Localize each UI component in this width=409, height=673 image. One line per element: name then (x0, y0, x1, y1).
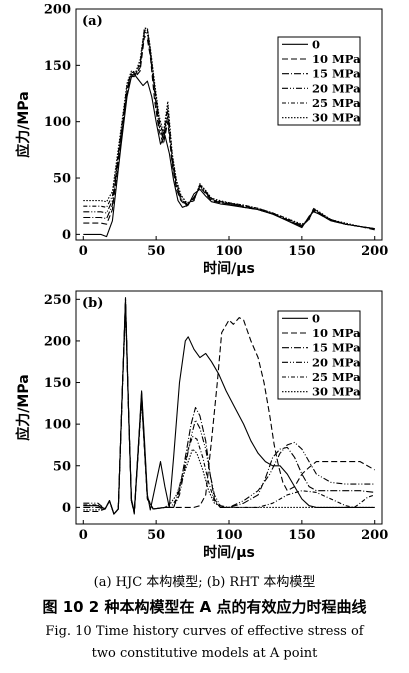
y-tick-label: 0 (62, 228, 71, 243)
x-tick-label: 0 (79, 528, 88, 543)
y-tick-label: 0 (62, 501, 71, 516)
series-line-5 (83, 307, 375, 515)
y-tick-label: 100 (44, 418, 71, 433)
y-tick-label: 150 (44, 376, 71, 391)
y-axis-label: 应力/MPa (15, 374, 32, 440)
x-tick-label: 150 (288, 244, 315, 259)
figure-canvas: 0 50 100 150 200050100150200时间/μs应力/MPa(a)01… (15, 3, 388, 562)
x-tick-label: 150 (288, 528, 315, 543)
y-tick-label: 150 (44, 59, 71, 74)
y-tick-label: 100 (44, 115, 71, 130)
legend-label: 0 (312, 311, 320, 325)
legend-label: 20 MPa (312, 355, 361, 369)
y-tick-label: 200 (44, 334, 71, 349)
y-tick-label: 200 (44, 3, 71, 18)
x-tick-label: 100 (215, 528, 242, 543)
legend-label: 10 MPa (312, 52, 361, 66)
x-tick-label: 100 (215, 244, 242, 259)
x-tick-label: 200 (361, 244, 388, 259)
y-tick-label: 50 (53, 459, 71, 474)
y-axis-label: 应力/MPa (15, 91, 32, 157)
figure-caption-english-line2: two constitutive models at A point (91, 646, 318, 661)
x-tick-label: 50 (147, 244, 165, 259)
legend-label: 25 MPa (312, 96, 361, 110)
legend-label: 20 MPa (312, 81, 361, 95)
figure-subcaption: (a) HJC 本构模型; (b) RHT 本构模型 (93, 575, 316, 590)
panel-label: (b) (82, 296, 103, 311)
legend-box (277, 36, 361, 126)
legend-label: 25 MPa (312, 370, 361, 384)
figure-caption-english-line1: Fig. 10 Time history curves of effective… (45, 624, 364, 639)
figure-caption-chinese: 图 10 2 种本构模型在 A 点的有效应力时程曲线 (42, 598, 367, 616)
legend-box (277, 310, 361, 400)
series-line-5 (83, 27, 375, 230)
legend-label: 30 MPa (312, 385, 361, 399)
chart-panel-b: 0 50 100 150 200 0 50 100 150 200 250 时间/μs 应力/MPa (b… (15, 290, 388, 561)
legend-label: 30 MPa (312, 111, 361, 125)
y-tick-label: 50 (53, 172, 71, 187)
x-tick-label: 200 (361, 528, 388, 543)
series-line-3 (83, 28, 375, 230)
x-tick-label: 50 (147, 528, 165, 543)
legend-label: 10 MPa (312, 326, 361, 340)
chart-panel-a: 0 50 100 150 200050100150200时间/μs应力/MPa(a)01… (15, 3, 388, 278)
panel-label: (a) (82, 14, 103, 29)
y-tick-label: 250 (44, 293, 71, 308)
series-line-1 (83, 35, 375, 231)
legend-label: 15 MPa (312, 341, 361, 355)
series-line-4 (83, 27, 375, 230)
legend-label: 15 MPa (312, 67, 361, 81)
x-axis-label: 时间/μs (203, 544, 255, 561)
legend-label: 0 (312, 37, 320, 51)
x-axis-label: 时间/μs (203, 260, 255, 277)
x-tick-label: 0 (79, 244, 88, 259)
